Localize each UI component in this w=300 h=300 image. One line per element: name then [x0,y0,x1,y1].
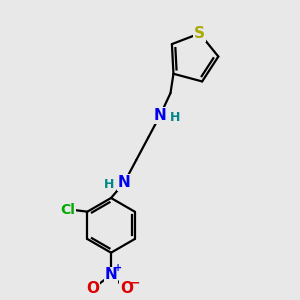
Text: O: O [120,281,133,296]
Text: H: H [104,178,114,191]
Text: +: + [113,263,122,273]
Text: −: − [130,277,141,290]
Text: N: N [154,108,166,123]
Text: N: N [118,175,131,190]
Text: H: H [170,111,181,124]
Text: O: O [86,281,99,296]
Text: Cl: Cl [60,203,75,217]
Text: S: S [194,26,205,41]
Text: N: N [105,268,117,283]
